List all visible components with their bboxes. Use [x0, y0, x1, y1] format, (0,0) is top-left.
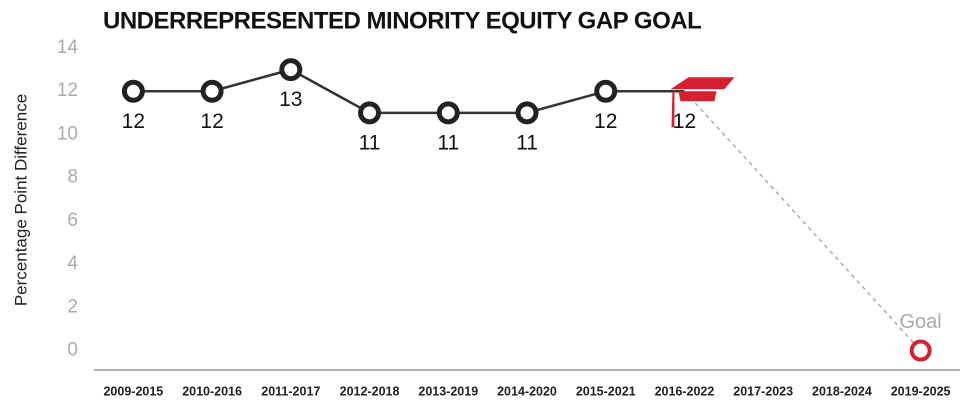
x-tick-label: 2013-2019 [418, 384, 478, 398]
x-tick-label: 2017-2023 [733, 384, 793, 398]
data-label: 12 [122, 110, 145, 133]
x-tick-label: 2009-2015 [103, 384, 163, 398]
data-label: 11 [359, 131, 381, 154]
y-tick-label: 10 [57, 123, 78, 144]
y-tick-label: 8 [67, 167, 78, 188]
y-tick-label: 0 [67, 340, 78, 361]
data-label: 12 [594, 110, 617, 133]
marker [358, 101, 382, 125]
data-label: 12 [200, 110, 223, 133]
x-tick-label: 2010-2016 [182, 384, 242, 398]
marker [515, 101, 539, 125]
x-tick-label: 2018-2024 [812, 384, 872, 398]
data-label: 13 [279, 88, 302, 111]
y-tick-label: 4 [67, 253, 78, 274]
y-tick-label: 2 [67, 296, 78, 317]
data-label: 11 [437, 131, 459, 154]
chart-title: UNDERREPRESENTED MINORITY EQUITY GAP GOA… [103, 7, 701, 34]
marker [121, 79, 145, 103]
goal-marker [909, 339, 932, 362]
marker [436, 101, 460, 125]
graduation-cap [670, 77, 735, 128]
marker [594, 79, 618, 103]
goal-label: Goal [900, 311, 942, 333]
data-label: 12 [673, 110, 696, 133]
marker [200, 79, 224, 103]
x-tick-label: 2019-2025 [891, 384, 951, 398]
x-tick-label: 2014-2020 [497, 384, 557, 398]
x-tick-label: 2016-2022 [655, 384, 715, 398]
y-tick-label: 12 [57, 80, 78, 101]
y-axis-label: Percentage Point Difference [11, 94, 30, 306]
x-tick-label: 2015-2021 [576, 384, 636, 398]
x-tick-label: 2012-2018 [340, 384, 400, 398]
y-tick-label: 14 [57, 37, 79, 58]
series-line [133, 68, 685, 115]
data-label: 11 [516, 131, 538, 154]
marker [279, 58, 303, 82]
x-tick-label: 2011-2017 [261, 384, 320, 398]
goal-line [683, 90, 922, 352]
y-tick-label: 6 [67, 210, 78, 231]
